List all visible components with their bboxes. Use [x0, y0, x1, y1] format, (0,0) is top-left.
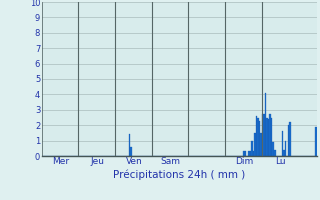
- Bar: [248, 151, 250, 156]
- Bar: [268, 119, 269, 156]
- Bar: [272, 142, 274, 156]
- Bar: [315, 127, 317, 156]
- Bar: [288, 125, 289, 156]
- Bar: [251, 141, 252, 156]
- Bar: [244, 151, 245, 156]
- Bar: [269, 114, 271, 156]
- Bar: [259, 121, 260, 156]
- Bar: [263, 114, 265, 156]
- Bar: [265, 93, 266, 156]
- Bar: [283, 150, 285, 156]
- Bar: [129, 134, 130, 156]
- Bar: [257, 117, 259, 156]
- Bar: [289, 122, 291, 156]
- Bar: [256, 116, 257, 156]
- Bar: [130, 147, 132, 156]
- Bar: [266, 117, 268, 156]
- Bar: [254, 133, 256, 156]
- Bar: [252, 151, 254, 156]
- Bar: [282, 131, 283, 156]
- Bar: [262, 114, 263, 156]
- Bar: [285, 141, 286, 156]
- Bar: [250, 151, 251, 156]
- Bar: [274, 150, 276, 156]
- X-axis label: Précipitations 24h ( mm ): Précipitations 24h ( mm ): [113, 169, 245, 180]
- Bar: [245, 151, 246, 156]
- Bar: [260, 133, 262, 156]
- Bar: [271, 117, 272, 156]
